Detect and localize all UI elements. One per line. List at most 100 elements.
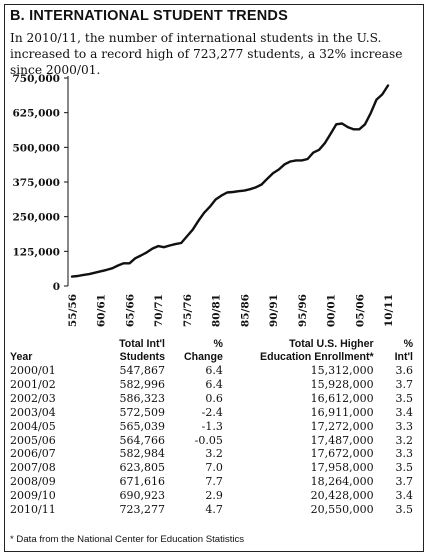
data-point xyxy=(71,275,73,278)
data-point xyxy=(364,123,366,126)
data-point xyxy=(295,159,297,162)
cell-pct-change: 6.4 xyxy=(205,364,223,377)
cell-total-intl: 671,616 xyxy=(119,475,165,489)
data-point xyxy=(329,133,332,135)
y-tick-label: 250,000 xyxy=(13,212,61,224)
table-row: 2010/11 723,277 4.7 20,550,000 3.5 xyxy=(10,503,415,517)
data-point xyxy=(300,159,303,162)
data-point xyxy=(76,275,79,277)
data-point xyxy=(168,244,171,247)
data-point xyxy=(197,219,200,222)
data-table: Year Total Int'l Students % Change Total U… xyxy=(10,338,415,517)
data-point xyxy=(323,142,326,145)
y-tick-label: 500,000 xyxy=(13,142,61,154)
cell-year: 2006/07 xyxy=(10,447,56,461)
cell-year: 2000/01 xyxy=(10,364,56,377)
cell-pct-intl: 3.3 xyxy=(395,419,414,433)
cell-total-enrollment: 18,264,000 xyxy=(310,475,374,489)
cell-year: 2010/11 xyxy=(10,503,56,517)
cell-pct-intl: 3.4 xyxy=(395,405,414,419)
x-tick-label: 60/61 xyxy=(96,294,108,327)
data-point xyxy=(82,274,85,276)
cell-pct-change: 2.9 xyxy=(205,489,223,503)
data-point xyxy=(346,126,349,128)
table-row: 2004/05 565,039 -1.3 17,272,000 3.3 xyxy=(10,420,415,434)
cell-year: 2001/02 xyxy=(10,377,56,391)
data-point xyxy=(186,235,188,238)
data-point xyxy=(266,177,269,180)
cell-total-enrollment: 16,612,000 xyxy=(310,391,374,405)
x-tick-label: 00/01 xyxy=(326,294,338,327)
y-tick-label: 375,000 xyxy=(13,177,61,189)
cell-total-intl: 623,805 xyxy=(119,461,165,475)
cell-pct-intl: 3.7 xyxy=(395,475,414,489)
y-tick-label: 0 xyxy=(53,281,60,293)
cell-total-intl: 547,867 xyxy=(119,364,165,377)
cell-total-intl: 582,984 xyxy=(119,447,165,461)
cell-pct-change: 0.6 xyxy=(205,391,223,405)
cell-year: 2002/03 xyxy=(10,391,56,405)
cell-pct-intl: 3.2 xyxy=(395,433,414,447)
cell-total-enrollment: 15,928,000 xyxy=(310,377,374,391)
col-header-pct-change: % Change xyxy=(184,338,223,363)
table-row: 2002/03 586,323 0.6 16,612,000 3.5 xyxy=(10,392,415,406)
col-header-total-intl: Total Int'l Students xyxy=(119,338,165,363)
cell-pct-change: 7.0 xyxy=(205,461,223,475)
cell-total-intl: 582,996 xyxy=(119,377,165,391)
data-point xyxy=(318,148,320,151)
x-tick-label: 10/11 xyxy=(383,294,395,327)
data-point xyxy=(88,273,91,275)
data-point xyxy=(99,270,102,273)
data-point xyxy=(128,262,131,265)
series-line xyxy=(70,84,390,278)
data-point xyxy=(283,163,286,166)
y-tick-label: 750,000 xyxy=(13,73,61,85)
data-point xyxy=(260,183,263,186)
x-tick-label: 85/86 xyxy=(239,294,251,327)
x-tick-label: 95/96 xyxy=(297,294,309,327)
table-row: 2008/09 671,616 7.7 18,264,000 3.7 xyxy=(10,475,415,489)
x-tick-label: 65/66 xyxy=(124,294,136,327)
data-point xyxy=(237,190,240,193)
data-point xyxy=(145,251,148,254)
data-point xyxy=(111,267,114,270)
x-tick-label: 75/76 xyxy=(182,294,194,327)
data-point xyxy=(134,257,137,260)
data-point xyxy=(358,128,361,131)
table-row: 2003/04 572,509 -2.4 16,911,000 3.4 xyxy=(10,406,415,420)
cell-total-enrollment: 17,487,000 xyxy=(310,433,374,447)
table-row: 2006/07 582,984 3.2 17,672,000 3.3 xyxy=(10,447,415,461)
cell-pct-intl: 3.3 xyxy=(395,447,414,461)
data-point xyxy=(180,242,183,244)
cell-total-intl: 572,509 xyxy=(119,405,165,419)
data-point xyxy=(163,246,165,249)
data-point xyxy=(140,254,142,257)
data-point xyxy=(208,205,211,208)
cell-year: 2004/05 xyxy=(10,419,56,433)
cell-pct-intl: 3.6 xyxy=(395,364,414,377)
data-point xyxy=(249,188,252,191)
data-point xyxy=(289,160,292,163)
table-row: 2009/10 690,923 2.9 20,428,000 3.4 xyxy=(10,489,415,503)
table-row: 2005/06 564,766 -0.05 17,487,000 3.2 xyxy=(10,434,415,448)
data-point xyxy=(381,93,384,96)
cell-total-intl: 564,766 xyxy=(119,433,165,447)
section-title: B. INTERNATIONAL STUDENT TRENDS xyxy=(10,8,288,24)
cell-year: 2008/09 xyxy=(10,475,56,489)
y-tick-label: 125,000 xyxy=(13,246,61,258)
table-row: 2007/08 623,805 7.0 17,958,000 3.5 xyxy=(10,461,415,475)
cell-year: 2007/08 xyxy=(10,461,56,475)
data-point xyxy=(306,158,309,160)
data-point xyxy=(352,128,355,131)
data-point xyxy=(369,112,372,114)
figure-frame xyxy=(4,4,424,552)
cell-pct-change: -1.3 xyxy=(201,419,223,433)
cell-total-intl: 586,323 xyxy=(119,391,165,405)
cell-pct-intl: 3.5 xyxy=(395,461,414,475)
x-tick-label: 70/71 xyxy=(153,294,165,327)
line-chart: 750,000 625,000 500,000 375,000 250,000 125,0… xyxy=(13,73,396,327)
data-point xyxy=(214,198,217,201)
cell-pct-intl: 3.7 xyxy=(395,377,414,391)
table-header-row: Year Total Int'l Students % Change Total U… xyxy=(10,338,415,364)
data-point xyxy=(341,122,343,125)
